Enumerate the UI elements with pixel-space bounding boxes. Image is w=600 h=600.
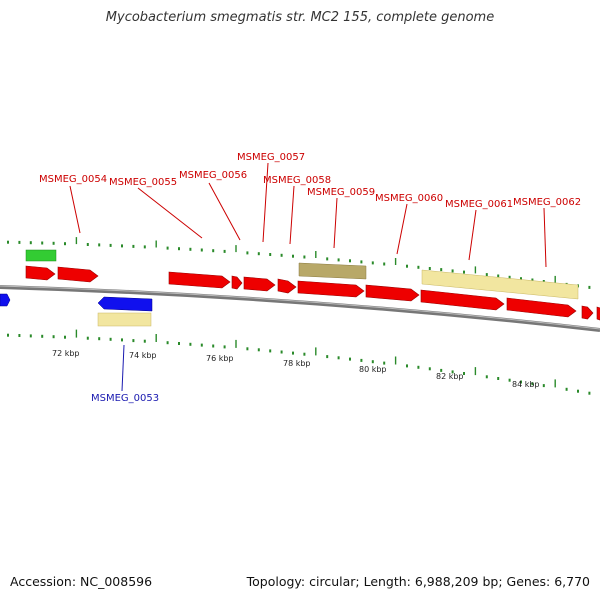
- genome-backbone: [0, 285, 600, 332]
- cds-feature[interactable]: [506, 297, 577, 318]
- reverse-cds-feature[interactable]: [97, 296, 153, 312]
- accession-text: Accession: NC_008596: [10, 574, 153, 589]
- cds-feature[interactable]: [277, 278, 297, 294]
- ruler-label: 74 kbp: [129, 351, 157, 360]
- leader-line: [137, 187, 203, 239]
- leader-line: [289, 185, 295, 245]
- gene-label[interactable]: MSMEG_0062: [513, 197, 581, 208]
- cds-feature[interactable]: [297, 280, 365, 298]
- map-title: Mycobacterium smegmatis str. MC2 155, co…: [105, 10, 495, 25]
- gene-labels-forward: MSMEG_0054 MSMEG_0055 MSMEG_0056 MSMEG_0…: [39, 152, 581, 210]
- leader-line-reverse: [121, 344, 125, 392]
- gene-label[interactable]: MSMEG_0061: [445, 199, 513, 210]
- lower-tick-row: [7, 329, 591, 395]
- gene-label[interactable]: MSMEG_0059: [307, 187, 375, 198]
- ruler-label: 82 kbp: [436, 372, 464, 381]
- genome-summary-text: Topology: circular; Length: 6,988,209 bp…: [246, 574, 590, 589]
- leader-line: [333, 197, 338, 249]
- gene-label[interactable]: MSMEG_0058: [263, 175, 331, 186]
- ruler-label: 76 kbp: [206, 354, 234, 363]
- rna-feature[interactable]: [25, 249, 57, 262]
- cds-feature[interactable]: [243, 276, 276, 292]
- region-feature-pale[interactable]: [421, 269, 579, 300]
- upper-tick-row: [7, 237, 591, 289]
- leader-line: [69, 185, 81, 234]
- ruler-label: 78 kbp: [283, 359, 311, 368]
- leader-line: [208, 182, 241, 241]
- gene-label[interactable]: MSMEG_0055: [109, 177, 177, 188]
- cds-feature[interactable]: [365, 284, 420, 302]
- region-feature-olive[interactable]: [298, 262, 367, 280]
- label-leaders: [69, 162, 547, 268]
- leader-line: [262, 162, 269, 243]
- gene-label[interactable]: MSMEG_0057: [237, 152, 305, 163]
- cds-arrow-group: [25, 265, 600, 321]
- reverse-cds-feature[interactable]: [0, 293, 11, 307]
- cds-feature[interactable]: [581, 305, 594, 320]
- gene-label[interactable]: MSMEG_0056: [179, 170, 247, 181]
- cds-feature[interactable]: [231, 275, 243, 290]
- gene-label-reverse[interactable]: MSMEG_0053: [91, 393, 159, 404]
- ruler-label: 80 kbp: [359, 365, 387, 374]
- cds-feature[interactable]: [168, 271, 231, 289]
- cds-feature[interactable]: [57, 266, 99, 283]
- genome-backbone-highlight: [0, 285, 600, 330]
- ruler-label: 72 kbp: [52, 349, 80, 358]
- ruler-labels: 72 kbp 74 kbp 76 kbp 78 kbp 80 kbp 82 kb…: [52, 349, 540, 389]
- gene-label[interactable]: MSMEG_0060: [375, 193, 443, 204]
- gene-label[interactable]: MSMEG_0054: [39, 174, 107, 185]
- cds-feature[interactable]: [420, 289, 505, 311]
- leader-line: [543, 207, 547, 268]
- ruler-label: 84 kbp: [512, 380, 540, 389]
- leader-line: [396, 203, 408, 255]
- cds-feature[interactable]: [25, 265, 56, 281]
- region-feature-pale-lower[interactable]: [97, 312, 152, 327]
- leader-line: [468, 209, 477, 261]
